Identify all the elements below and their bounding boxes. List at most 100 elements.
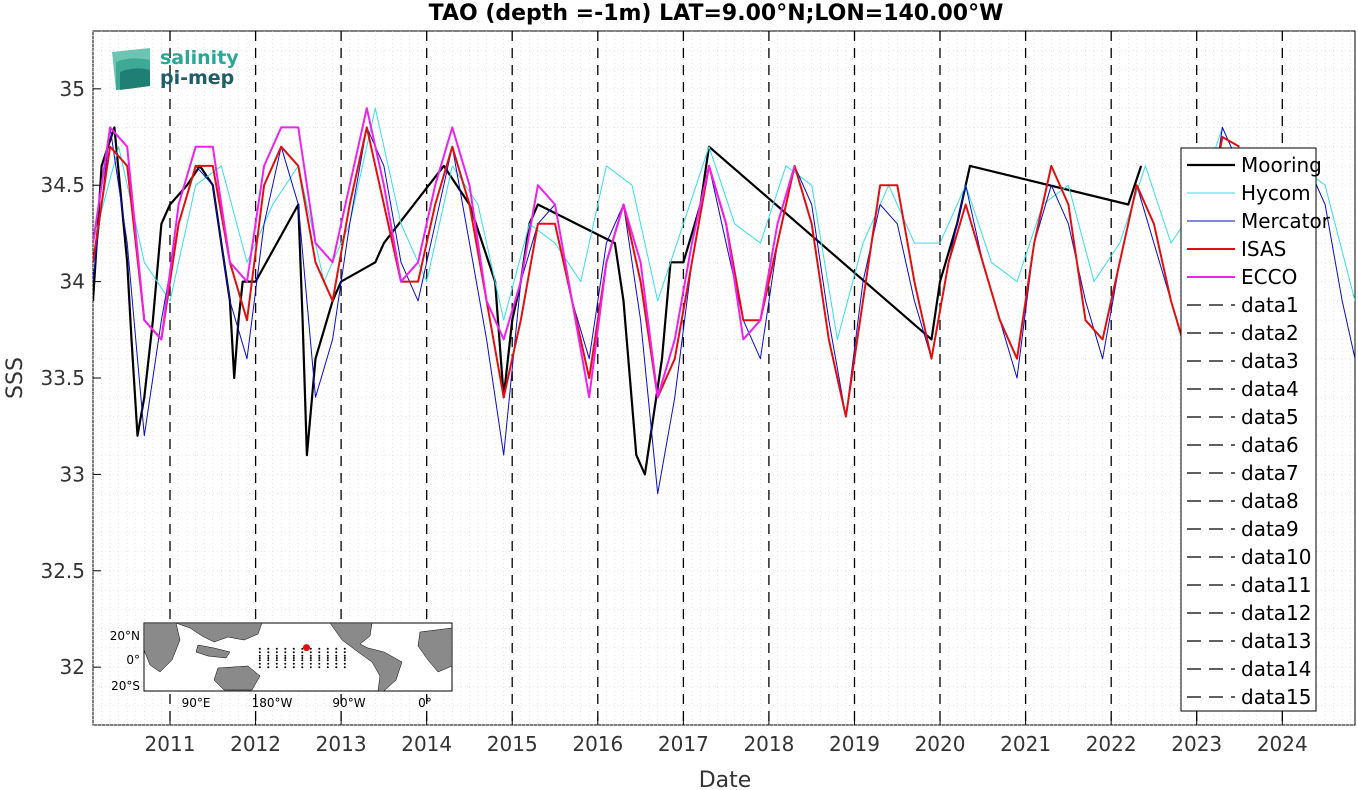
inset-mooring-dot — [318, 654, 321, 657]
inset-mooring-dot — [292, 657, 295, 659]
inset-mooring-dot — [284, 666, 287, 669]
inset-mooring-dot — [309, 657, 312, 659]
inset-lon-label-1: 180°W — [252, 696, 293, 710]
legend-label: ECCO — [1241, 265, 1297, 289]
legend-label: Hycom — [1241, 181, 1311, 205]
series-line-mercator — [93, 126, 1355, 495]
inset-mooring-dot — [275, 654, 278, 657]
inset-mooring-dot — [267, 654, 270, 657]
plot-area — [92, 30, 1356, 726]
x-tick-label: 2011 — [145, 732, 196, 756]
inset-mooring-dot — [275, 659, 278, 662]
inset-location-marker — [303, 644, 310, 652]
inset-mooring-dot — [335, 666, 338, 669]
inset-mooring-dot — [258, 666, 261, 669]
inset-map-frame — [143, 622, 453, 692]
inset-mooring-dot — [335, 659, 338, 662]
y-axis-label: SSS — [3, 357, 28, 399]
inset-mooring-dot — [343, 657, 346, 659]
inset-mooring-dots — [258, 647, 346, 669]
inset-mooring-dot — [335, 651, 338, 654]
x-tick-label: 2018 — [743, 732, 794, 756]
inset-mooring-dot — [309, 662, 312, 665]
inset-mooring-dot — [275, 647, 278, 650]
inset-mooring-dot — [301, 657, 304, 659]
inset-mooring-dot — [301, 659, 304, 662]
inset-mooring-dot — [343, 654, 346, 657]
y-axis: 32 32.5 33 33.5 34 34.5 35 — [40, 77, 101, 679]
inset-lon-label-3: 0° — [418, 696, 432, 710]
inset-mooring-dot — [335, 654, 338, 657]
inset-land-americas — [329, 622, 403, 692]
series-group — [93, 107, 1355, 495]
inset-mooring-dot — [301, 647, 304, 650]
x-tick-label: 2023 — [1171, 732, 1222, 756]
inset-mooring-dot — [292, 654, 295, 657]
y-tick-label: 32 — [60, 655, 85, 679]
inset-mooring-dot — [326, 662, 329, 665]
x-axis: 2011 2012 2013 2014 2015 2016 2017 2018 2019 2020… — [145, 717, 1308, 756]
series-line-mooring — [93, 126, 1143, 476]
inset-mooring-dot — [275, 666, 278, 669]
inset-lon-label-0: 90°E — [182, 696, 211, 710]
x-tick-label: 2012 — [230, 732, 281, 756]
x-tick-label: 2022 — [1086, 732, 1137, 756]
inset-mooring-dot — [267, 647, 270, 650]
legend-label: Mooring — [1241, 153, 1322, 177]
salinity-pi-mep-logo: salinity pi-mep — [112, 47, 239, 90]
inset-land-australia — [213, 665, 261, 691]
legend-label: ISAS — [1241, 237, 1286, 261]
inset-mooring-dot — [335, 657, 338, 659]
inset-mooring-dot — [275, 651, 278, 654]
inset-mooring-dot — [258, 654, 261, 657]
x-tick-label: 2015 — [487, 732, 538, 756]
legend-label: data9 — [1241, 517, 1299, 541]
inset-mooring-dot — [326, 659, 329, 662]
inset-mooring-dot — [326, 657, 329, 659]
inset-mooring-dot — [284, 651, 287, 654]
inset-mooring-dot — [309, 659, 312, 662]
inset-mooring-dot — [326, 651, 329, 654]
series-line-ecco — [93, 107, 796, 399]
inset-mooring-dot — [258, 651, 261, 654]
legend-label: data13 — [1241, 629, 1312, 653]
inset-mooring-dot — [318, 662, 321, 665]
x-tick-label: 2017 — [658, 732, 709, 756]
inset-mooring-dot — [335, 662, 338, 665]
legend: Mooring Hycom Mercator ISAS ECCO data1 data2 da… — [1180, 147, 1331, 712]
inset-mooring-dot — [292, 662, 295, 665]
legend-label: data4 — [1241, 377, 1299, 401]
inset-mooring-dot — [343, 662, 346, 665]
legend-box — [1180, 147, 1317, 712]
inset-mooring-dot — [301, 651, 304, 654]
inset-mooring-dot — [284, 659, 287, 662]
x-tick-label: 2019 — [829, 732, 880, 756]
inset-mooring-dot — [284, 657, 287, 659]
inset-mooring-dot — [318, 657, 321, 659]
inset-mooring-dot — [309, 666, 312, 669]
x-tick-label: 2013 — [316, 732, 367, 756]
inset-mooring-dot — [267, 657, 270, 659]
logo-line2: pi-mep — [160, 67, 234, 89]
inset-lat-label-0: 20°N — [110, 629, 140, 643]
series-line-isas — [93, 126, 1240, 418]
inset-mooring-dot — [267, 651, 270, 654]
inset-mooring-dot — [318, 666, 321, 669]
legend-label: Mercator — [1241, 209, 1331, 233]
inset-mooring-dot — [318, 659, 321, 662]
logo-wave-base-icon — [120, 68, 150, 90]
legend-label: data1 — [1241, 293, 1299, 317]
inset-land-africa — [143, 622, 181, 673]
y-tick-label: 34.5 — [40, 173, 85, 197]
legend-label: data3 — [1241, 349, 1299, 373]
inset-mooring-dot — [267, 666, 270, 669]
inset-land-west-africa — [417, 627, 453, 673]
inset-mooring-dot — [292, 659, 295, 662]
legend-label: data2 — [1241, 321, 1299, 345]
y-tick-label: 35 — [60, 77, 85, 101]
inset-mooring-dot — [309, 654, 312, 657]
inset-mooring-dot — [309, 651, 312, 654]
y-tick-label: 34 — [60, 270, 85, 294]
legend-label: data6 — [1241, 433, 1299, 457]
